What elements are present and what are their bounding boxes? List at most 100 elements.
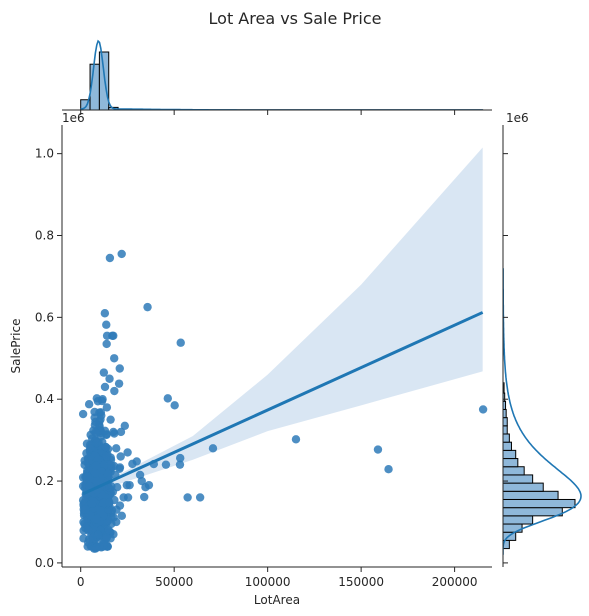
y-axis-label: SalePrice <box>9 319 23 374</box>
scatter-point <box>100 309 110 318</box>
scatter-point <box>102 339 111 349</box>
scatter-point <box>128 459 137 469</box>
right-histogram-bar <box>503 425 508 435</box>
top-marginal-histogram <box>62 39 492 115</box>
x-tick-label: 50000 <box>155 575 193 589</box>
scatter-point <box>143 302 152 312</box>
scatter-point <box>114 379 124 388</box>
scatter-point <box>176 338 185 347</box>
right-histogram-bar <box>503 433 510 443</box>
scatter-point <box>92 438 101 448</box>
scatter-point <box>97 411 106 420</box>
scatter-point <box>100 382 110 392</box>
scatter-point <box>119 493 128 502</box>
scatter-point <box>104 525 113 535</box>
scatter-point <box>91 476 101 485</box>
right-histogram-bar <box>503 482 544 492</box>
scatter-point <box>87 499 97 508</box>
scatter-point <box>163 394 172 403</box>
scatter-point <box>112 444 121 453</box>
scatter-point <box>78 496 88 505</box>
scatter-point <box>95 542 104 551</box>
scatter-point <box>115 364 124 373</box>
right-histogram-bar <box>503 417 508 427</box>
scatter-point <box>161 460 171 469</box>
right-histogram-bar <box>503 498 576 509</box>
scatter-point <box>183 493 192 502</box>
top-kde-curve <box>80 39 483 110</box>
scatter-point <box>91 427 100 437</box>
scatter-point <box>78 409 88 419</box>
scatter-point <box>115 464 124 473</box>
scatter-point <box>100 426 110 436</box>
scatter-point <box>123 448 132 457</box>
scatter-point <box>81 523 90 533</box>
scatter-point <box>116 452 125 461</box>
scatter-point <box>92 514 101 524</box>
scatter-point <box>101 442 111 452</box>
scatter-point <box>102 533 112 542</box>
scatter-point <box>115 501 125 510</box>
scatter-point <box>140 492 149 502</box>
scatter-point <box>94 530 103 540</box>
x-tick-label: 200000 <box>432 575 478 589</box>
y-offset-label: 1e6 <box>62 111 85 125</box>
y-tick-label: 0.4 <box>35 392 54 406</box>
right-histogram-bar <box>503 441 512 451</box>
x-tick-label: 100000 <box>245 575 291 589</box>
scatter-point <box>98 395 107 404</box>
scatter-point <box>116 427 126 437</box>
scatter-point <box>91 461 101 471</box>
scatter-point <box>195 493 205 502</box>
right-histogram-bar <box>503 449 517 460</box>
scatter-point <box>96 506 105 515</box>
y-tick-label: 1.0 <box>35 147 54 161</box>
scatter-point <box>81 505 90 514</box>
scatter-point <box>109 354 119 363</box>
confidence-band <box>83 147 483 498</box>
y-tick-label: 0.2 <box>35 474 54 488</box>
scatter-point <box>102 331 112 340</box>
scatter-point <box>384 465 393 474</box>
right-offset-label: 1e6 <box>506 111 529 125</box>
right-histogram-bar <box>503 515 534 525</box>
scatter-point <box>102 403 112 412</box>
scatter-point <box>105 374 114 383</box>
top-histogram-bar <box>98 51 110 110</box>
right-histogram-bar <box>503 382 505 394</box>
scatter-point <box>99 368 109 377</box>
joint-scatter-plot: 0 50000 100000 150000 200000 0.0 0.2 0.4 0.6 0.8… <box>9 111 492 607</box>
scatter-point <box>106 415 115 424</box>
right-histogram-bar <box>503 507 563 517</box>
scatter-point <box>84 400 94 409</box>
x-axis-label: LotArea <box>254 593 300 607</box>
scatter-point <box>101 452 111 461</box>
scatter-point <box>105 253 115 263</box>
regression-line <box>82 311 484 496</box>
scatter-point <box>373 445 383 454</box>
scatter-point <box>112 482 122 492</box>
scatter-point <box>175 460 185 469</box>
y-tick-label: 0.6 <box>35 310 54 324</box>
right-histogram-bar <box>503 458 519 468</box>
right-histogram-bar <box>503 466 525 476</box>
scatter-point <box>117 249 126 259</box>
scatter-point <box>110 386 119 396</box>
x-tick-label: 0 <box>77 575 85 589</box>
scatter-point <box>122 480 132 490</box>
x-tick-label: 150000 <box>338 575 384 589</box>
scatter-point <box>80 456 89 465</box>
y-tick-label: 0.0 <box>35 556 54 570</box>
scatter-point <box>176 453 185 463</box>
scatter-point <box>478 405 488 414</box>
scatter-point <box>102 320 111 329</box>
scatter-point <box>117 511 127 521</box>
right-histogram-bar <box>503 474 534 484</box>
chart-title: Lot Area vs Sale Price <box>209 9 382 28</box>
scatter-point <box>105 498 114 507</box>
scatter-point <box>291 435 301 444</box>
scatter-point <box>109 427 118 437</box>
scatter-point <box>120 421 130 431</box>
scatter-point <box>208 444 218 453</box>
